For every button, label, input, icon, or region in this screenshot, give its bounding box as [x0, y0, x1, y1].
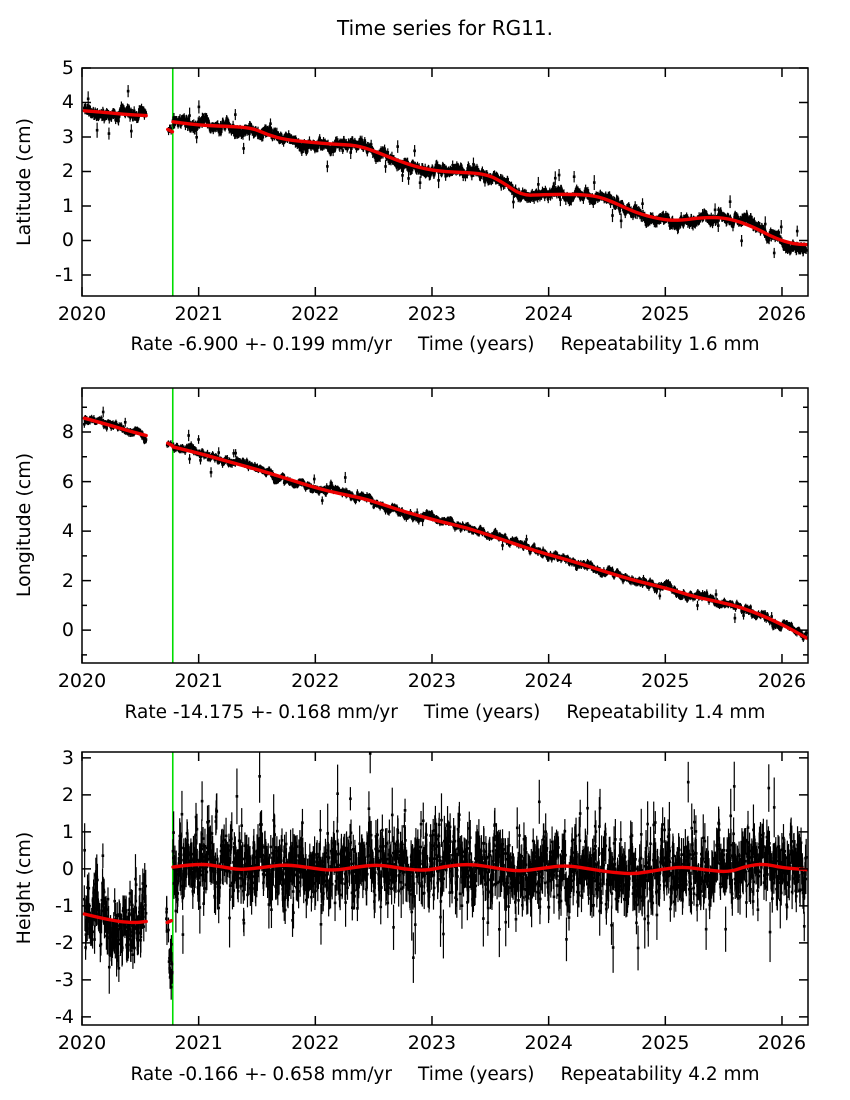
x-tick-label: 2021 [174, 1032, 223, 1054]
x-tick-label: 2022 [291, 1032, 340, 1054]
y-tick-label: -3 [55, 968, 74, 991]
x-tick-label: 2025 [641, 670, 690, 692]
y-tick-label: 0 [61, 857, 74, 880]
chart-title: Time series for RG11. [337, 16, 553, 40]
x-tick-label: 2020 [57, 670, 107, 692]
y-tick-label: 2 [61, 160, 74, 183]
repeatability-label: Repeatability 1.4 mm [566, 702, 766, 723]
y-tick-label: 3 [61, 746, 74, 769]
x-tick-label: 2022 [291, 303, 340, 325]
x-tick-label: 2026 [757, 1032, 807, 1054]
time-axis-label: Time (years) [423, 702, 541, 723]
y-tick-label: -1 [55, 263, 74, 286]
caption-longitude: Rate -14.175 +- 0.168 mm/yr Time (years)… [82, 702, 808, 723]
time-axis-label: Time (years) [418, 334, 535, 355]
y-tick-label: 6 [61, 470, 74, 493]
x-tick-label: 2025 [641, 303, 690, 325]
y-tick-label: -1 [55, 894, 74, 917]
x-tick-label: 2020 [57, 1032, 107, 1054]
y-tick-label: 4 [61, 520, 74, 543]
y-tick-label: 1 [61, 194, 74, 217]
repeatability-label: Repeatability 1.6 mm [560, 334, 760, 355]
x-tick-label: 2021 [174, 670, 223, 692]
rate-label: Rate -6.900 +- 0.199 mm/yr [130, 334, 392, 355]
x-tick-label: 2021 [174, 303, 223, 325]
y-tick-label: 5 [61, 57, 74, 79]
y-tick-label: 0 [61, 229, 74, 252]
x-tick-label: 2023 [407, 303, 457, 325]
rate-label: Rate -0.166 +- 0.658 mm/yr [130, 1064, 392, 1085]
x-tick-label: 2024 [524, 303, 573, 325]
x-tick-label: 2023 [407, 670, 457, 692]
caption-height: Rate -0.166 +- 0.658 mm/yr Time (years) … [82, 1064, 808, 1085]
y-tick-label: 2 [61, 783, 74, 806]
x-tick-label: 2025 [641, 1032, 690, 1054]
y-tick-label: 1 [61, 820, 74, 843]
x-tick-label: 2026 [757, 303, 807, 325]
caption-latitude: Rate -6.900 +- 0.199 mm/yr Time (years) … [82, 334, 808, 355]
y-tick-label: 0 [61, 619, 74, 642]
y-tick-label: 3 [61, 125, 74, 148]
x-tick-label: 2026 [757, 670, 807, 692]
rate-label: Rate -14.175 +- 0.168 mm/yr [124, 702, 398, 723]
y-tick-label: 4 [61, 91, 74, 114]
x-tick-label: 2023 [407, 1032, 457, 1054]
y-tick-label: -2 [55, 931, 74, 954]
x-tick-label: 2020 [57, 303, 107, 325]
time-axis-label: Time (years) [418, 1064, 535, 1085]
y-tick-label: -4 [55, 1005, 74, 1028]
repeatability-label: Repeatability 4.2 mm [560, 1064, 760, 1085]
x-tick-label: 2024 [524, 1032, 573, 1054]
y-tick-label: 8 [61, 421, 74, 444]
y-tick-label: 2 [61, 569, 74, 592]
x-tick-label: 2024 [524, 670, 573, 692]
x-tick-label: 2022 [291, 670, 340, 692]
